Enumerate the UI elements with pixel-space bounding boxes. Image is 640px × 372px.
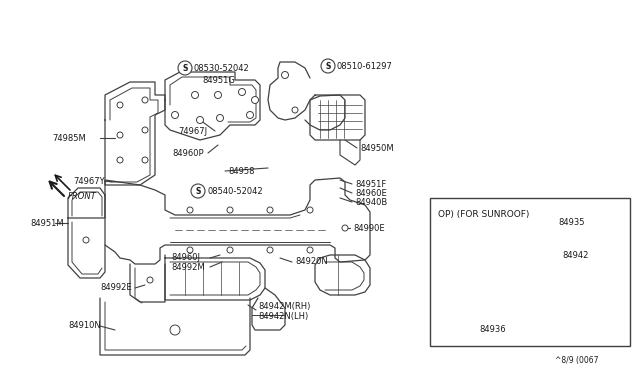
- Circle shape: [142, 127, 148, 133]
- Text: ^8/9 (0067: ^8/9 (0067: [555, 356, 598, 365]
- Text: 84951F: 84951F: [355, 180, 387, 189]
- Text: 74967J: 74967J: [178, 126, 207, 135]
- Circle shape: [246, 112, 253, 119]
- Circle shape: [576, 226, 584, 234]
- Circle shape: [227, 247, 233, 253]
- Circle shape: [214, 92, 221, 99]
- Bar: [430, 198, 630, 346]
- Circle shape: [227, 207, 233, 213]
- Text: 84960J: 84960J: [171, 253, 200, 263]
- Circle shape: [142, 97, 148, 103]
- Text: 84940B: 84940B: [355, 198, 387, 206]
- Circle shape: [307, 207, 313, 213]
- Text: 08530-52042: 08530-52042: [194, 64, 250, 73]
- Circle shape: [292, 107, 298, 113]
- Circle shape: [191, 184, 205, 198]
- Circle shape: [267, 207, 273, 213]
- Circle shape: [117, 157, 123, 163]
- Text: 84942M(RH): 84942M(RH): [258, 301, 310, 311]
- Text: 74967Y: 74967Y: [73, 176, 104, 186]
- Text: 84951G: 84951G: [202, 76, 235, 84]
- Circle shape: [307, 247, 313, 253]
- Text: 84992E: 84992E: [100, 283, 132, 292]
- Text: 84990E: 84990E: [353, 224, 385, 232]
- Text: 84992M: 84992M: [171, 263, 205, 272]
- Circle shape: [436, 316, 444, 324]
- Circle shape: [556, 276, 564, 284]
- Circle shape: [170, 325, 180, 335]
- Circle shape: [172, 112, 179, 119]
- Text: 74985M: 74985M: [52, 134, 86, 142]
- Circle shape: [321, 59, 335, 73]
- Circle shape: [456, 316, 464, 324]
- Text: OP) (FOR SUNROOF): OP) (FOR SUNROOF): [438, 210, 529, 219]
- Circle shape: [559, 275, 565, 281]
- Text: 84950M: 84950M: [360, 144, 394, 153]
- Text: 84942N(LH): 84942N(LH): [258, 311, 308, 321]
- Text: 84960E: 84960E: [355, 189, 387, 198]
- Circle shape: [117, 102, 123, 108]
- Text: S: S: [325, 61, 331, 71]
- Text: 08510-61297: 08510-61297: [337, 61, 393, 71]
- Text: 84951M: 84951M: [30, 218, 63, 228]
- Text: 84935: 84935: [558, 218, 584, 227]
- Circle shape: [178, 61, 192, 75]
- Circle shape: [187, 247, 193, 253]
- Text: 84942: 84942: [562, 250, 588, 260]
- Text: 84936: 84936: [479, 326, 506, 334]
- Circle shape: [536, 226, 544, 234]
- Circle shape: [117, 132, 123, 138]
- Circle shape: [191, 92, 198, 99]
- Text: FRONT: FRONT: [68, 192, 97, 201]
- Text: 84960P: 84960P: [172, 148, 204, 157]
- Text: 84958: 84958: [228, 167, 255, 176]
- Text: 84920N: 84920N: [295, 257, 328, 266]
- Circle shape: [83, 237, 89, 243]
- Circle shape: [526, 244, 534, 252]
- Text: 08540-52042: 08540-52042: [207, 186, 262, 196]
- Circle shape: [216, 115, 223, 122]
- Text: S: S: [182, 64, 188, 73]
- Text: 84910N: 84910N: [68, 321, 100, 330]
- Circle shape: [282, 71, 289, 78]
- Circle shape: [196, 116, 204, 124]
- Circle shape: [342, 225, 348, 231]
- Circle shape: [187, 207, 193, 213]
- Circle shape: [267, 247, 273, 253]
- Text: S: S: [195, 186, 201, 196]
- Circle shape: [252, 96, 259, 103]
- Circle shape: [147, 277, 153, 283]
- Circle shape: [142, 157, 148, 163]
- Circle shape: [239, 89, 246, 96]
